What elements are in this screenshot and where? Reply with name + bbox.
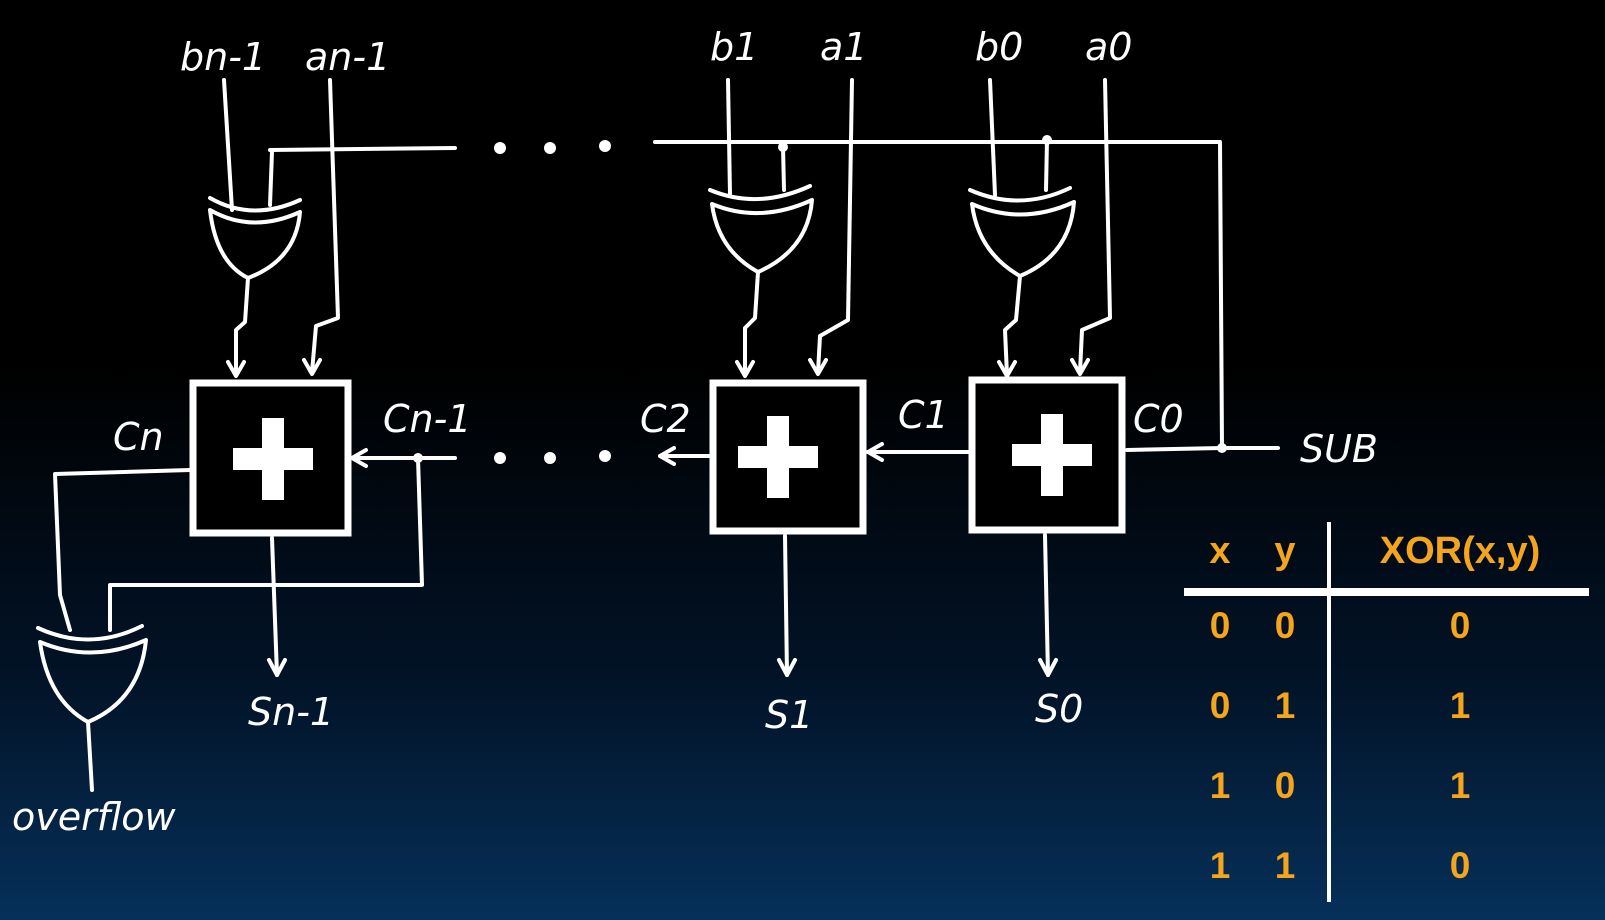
ellipsis-dot — [544, 142, 556, 154]
ellipsis-dot — [599, 140, 611, 152]
table-cell: 1 — [1209, 845, 1231, 886]
wire-sum-n-minus-1 — [270, 536, 279, 677]
xor-gate-0 — [968, 186, 1076, 278]
label-a-n-minus-1: an-1 — [305, 35, 390, 79]
wire-sub-to-xor-1 — [781, 145, 786, 192]
table-cell: 0 — [1449, 845, 1471, 886]
ellipsis-dot — [494, 142, 506, 154]
label-b-n-minus-1: bn-1 — [180, 35, 266, 79]
wire-b1 — [726, 78, 732, 197]
arrow — [735, 360, 755, 378]
label-c-n: Cn — [113, 415, 164, 459]
table-header-xor: XOR(x,y) — [1379, 530, 1541, 572]
wire-xor-to-adder-1 — [743, 270, 760, 377]
table-cell: 0 — [1449, 605, 1471, 646]
ellipsis-dot — [544, 452, 556, 464]
table-cell: 1 — [1449, 685, 1471, 726]
arrow — [866, 442, 884, 462]
label-c1: C1 — [898, 393, 949, 437]
wire-b-n-minus-1 — [222, 78, 234, 212]
table-header-y: y — [1274, 530, 1296, 572]
ellipsis-dot — [599, 450, 611, 462]
label-b1: b1 — [710, 25, 758, 69]
label-c0: C0 — [1133, 397, 1184, 441]
xor-gate-overflow — [36, 624, 148, 724]
wire-c-n-minus-1-to-overflow — [108, 456, 424, 632]
wire-a0 — [1078, 78, 1112, 374]
table-cell: 0 — [1274, 605, 1296, 646]
table-cell: 0 — [1209, 685, 1231, 726]
arrow — [350, 448, 368, 468]
arrow — [997, 360, 1017, 378]
wire-b0 — [988, 78, 997, 197]
wire-c0-in — [1125, 446, 1224, 452]
arrow — [1070, 358, 1090, 376]
wire-xor-to-adder-n-minus-1 — [234, 276, 250, 377]
table-column-divider — [1327, 522, 1331, 902]
ellipsis-dot — [494, 452, 506, 464]
wire-sub-to-xor-0 — [1044, 138, 1049, 192]
adder-0 — [968, 376, 1126, 534]
table-cell: 0 — [1274, 765, 1296, 806]
xor-truth-table: x y XOR(x,y) 0 0 0 0 1 1 1 0 1 1 1 0 — [1184, 522, 1595, 920]
table-cell: 1 — [1274, 845, 1296, 886]
xor-gate-1 — [708, 184, 814, 274]
table-cell: 1 — [1209, 765, 1231, 806]
adder-1 — [709, 379, 867, 535]
label-s0: S0 — [1035, 687, 1083, 731]
arrow — [777, 658, 797, 677]
label-b0: b0 — [975, 25, 1023, 69]
label-overflow: overflow — [12, 795, 177, 839]
wire-c-n-to-overflow — [53, 468, 192, 632]
arrow — [1038, 658, 1058, 677]
wire-sum-1 — [783, 534, 789, 677]
label-s-n-minus-1: Sn-1 — [248, 690, 334, 734]
wire-sub-to-xor-n-minus-1 — [268, 150, 274, 207]
arrow — [808, 358, 828, 376]
label-a1: a1 — [820, 25, 867, 69]
table-cell: 0 — [1209, 605, 1231, 646]
label-sub: SUB — [1300, 427, 1378, 471]
wire-a-n-minus-1 — [310, 78, 340, 374]
sub-bus-left — [268, 146, 457, 152]
wire-overflow-out — [86, 720, 94, 792]
label-s1: S1 — [765, 693, 813, 737]
arrow — [267, 658, 287, 677]
table-cell: 1 — [1274, 685, 1296, 726]
arrow — [226, 360, 246, 378]
wire-a1 — [816, 78, 854, 374]
label-c2: C2 — [640, 397, 691, 441]
arrow — [302, 358, 322, 376]
sub-bus-right — [653, 140, 1280, 450]
adder-n-minus-1 — [189, 379, 352, 537]
label-c-n-minus-1: Cn-1 — [383, 397, 472, 441]
arrow — [658, 446, 676, 466]
wire-xor-to-adder-0 — [1003, 274, 1022, 377]
table-cell: 1 — [1449, 765, 1471, 806]
xor-gate-n-minus-1 — [208, 196, 302, 280]
label-a0: a0 — [1085, 25, 1132, 69]
wire-sum-0 — [1043, 533, 1050, 677]
table-header-divider — [1184, 588, 1589, 596]
table-header-x: x — [1209, 530, 1231, 572]
